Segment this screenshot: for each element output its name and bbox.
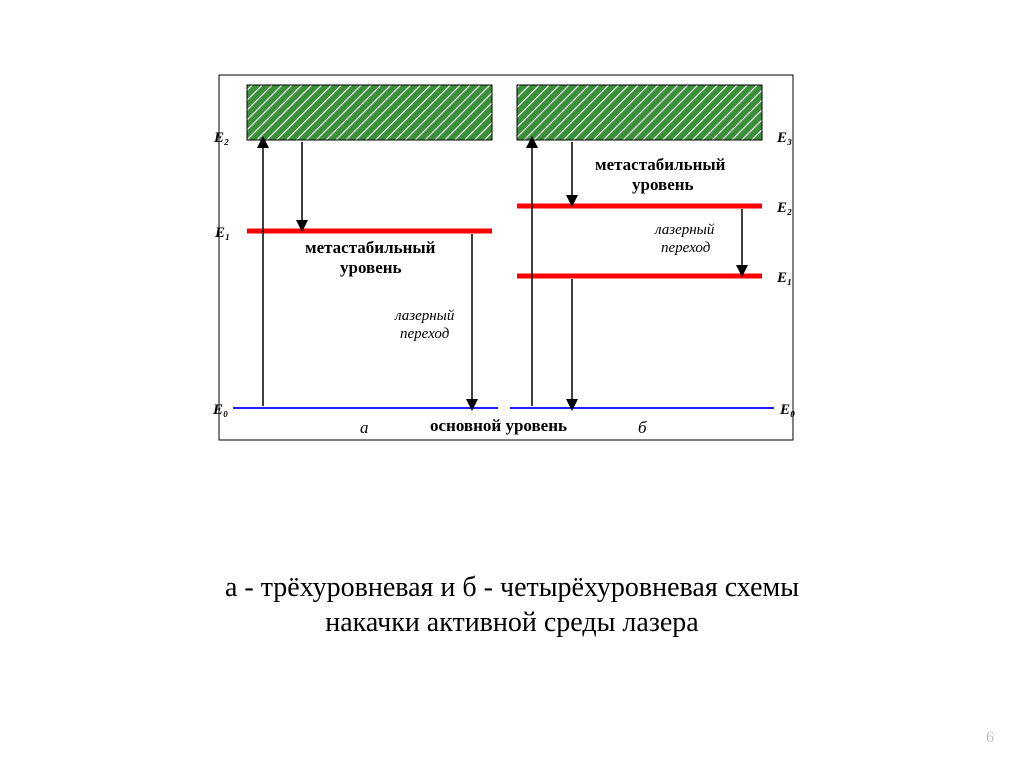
figure-caption: а - трёхуровневая и б - четырёхуровневая… <box>0 570 1024 640</box>
caption-line1: а - трёхуровневая и б - четырёхуровневая… <box>225 572 799 603</box>
svg-text:a: a <box>360 418 369 437</box>
svg-text:уровень: уровень <box>340 258 402 277</box>
svg-text:основной уровень: основной уровень <box>430 416 567 435</box>
caption-line2: накачки активной среды лазера <box>325 607 699 638</box>
svg-text:переход: переход <box>400 326 450 342</box>
svg-text:метастабильный: метастабильный <box>595 155 726 174</box>
svg-text:E₂: E₂ <box>776 200 792 216</box>
svg-text:метастабильный: метастабильный <box>305 238 436 257</box>
svg-text:E₀: E₀ <box>212 402 228 418</box>
svg-text:б: б <box>638 418 647 437</box>
svg-text:уровень: уровень <box>632 175 694 194</box>
svg-text:E₂: E₂ <box>213 130 229 146</box>
svg-text:переход: переход <box>661 240 711 256</box>
svg-text:лазерный: лазерный <box>394 308 455 324</box>
svg-text:E₃: E₃ <box>776 130 792 146</box>
svg-text:E₁: E₁ <box>776 270 792 286</box>
svg-text:лазерный: лазерный <box>654 222 715 238</box>
page-number: 6 <box>986 729 994 747</box>
svg-text:E₀: E₀ <box>779 402 795 418</box>
svg-text:E₁: E₁ <box>214 225 230 241</box>
diagram-svg: E₂E₁E₀метастабильныйуровеньлазерныйперех… <box>0 0 1024 767</box>
